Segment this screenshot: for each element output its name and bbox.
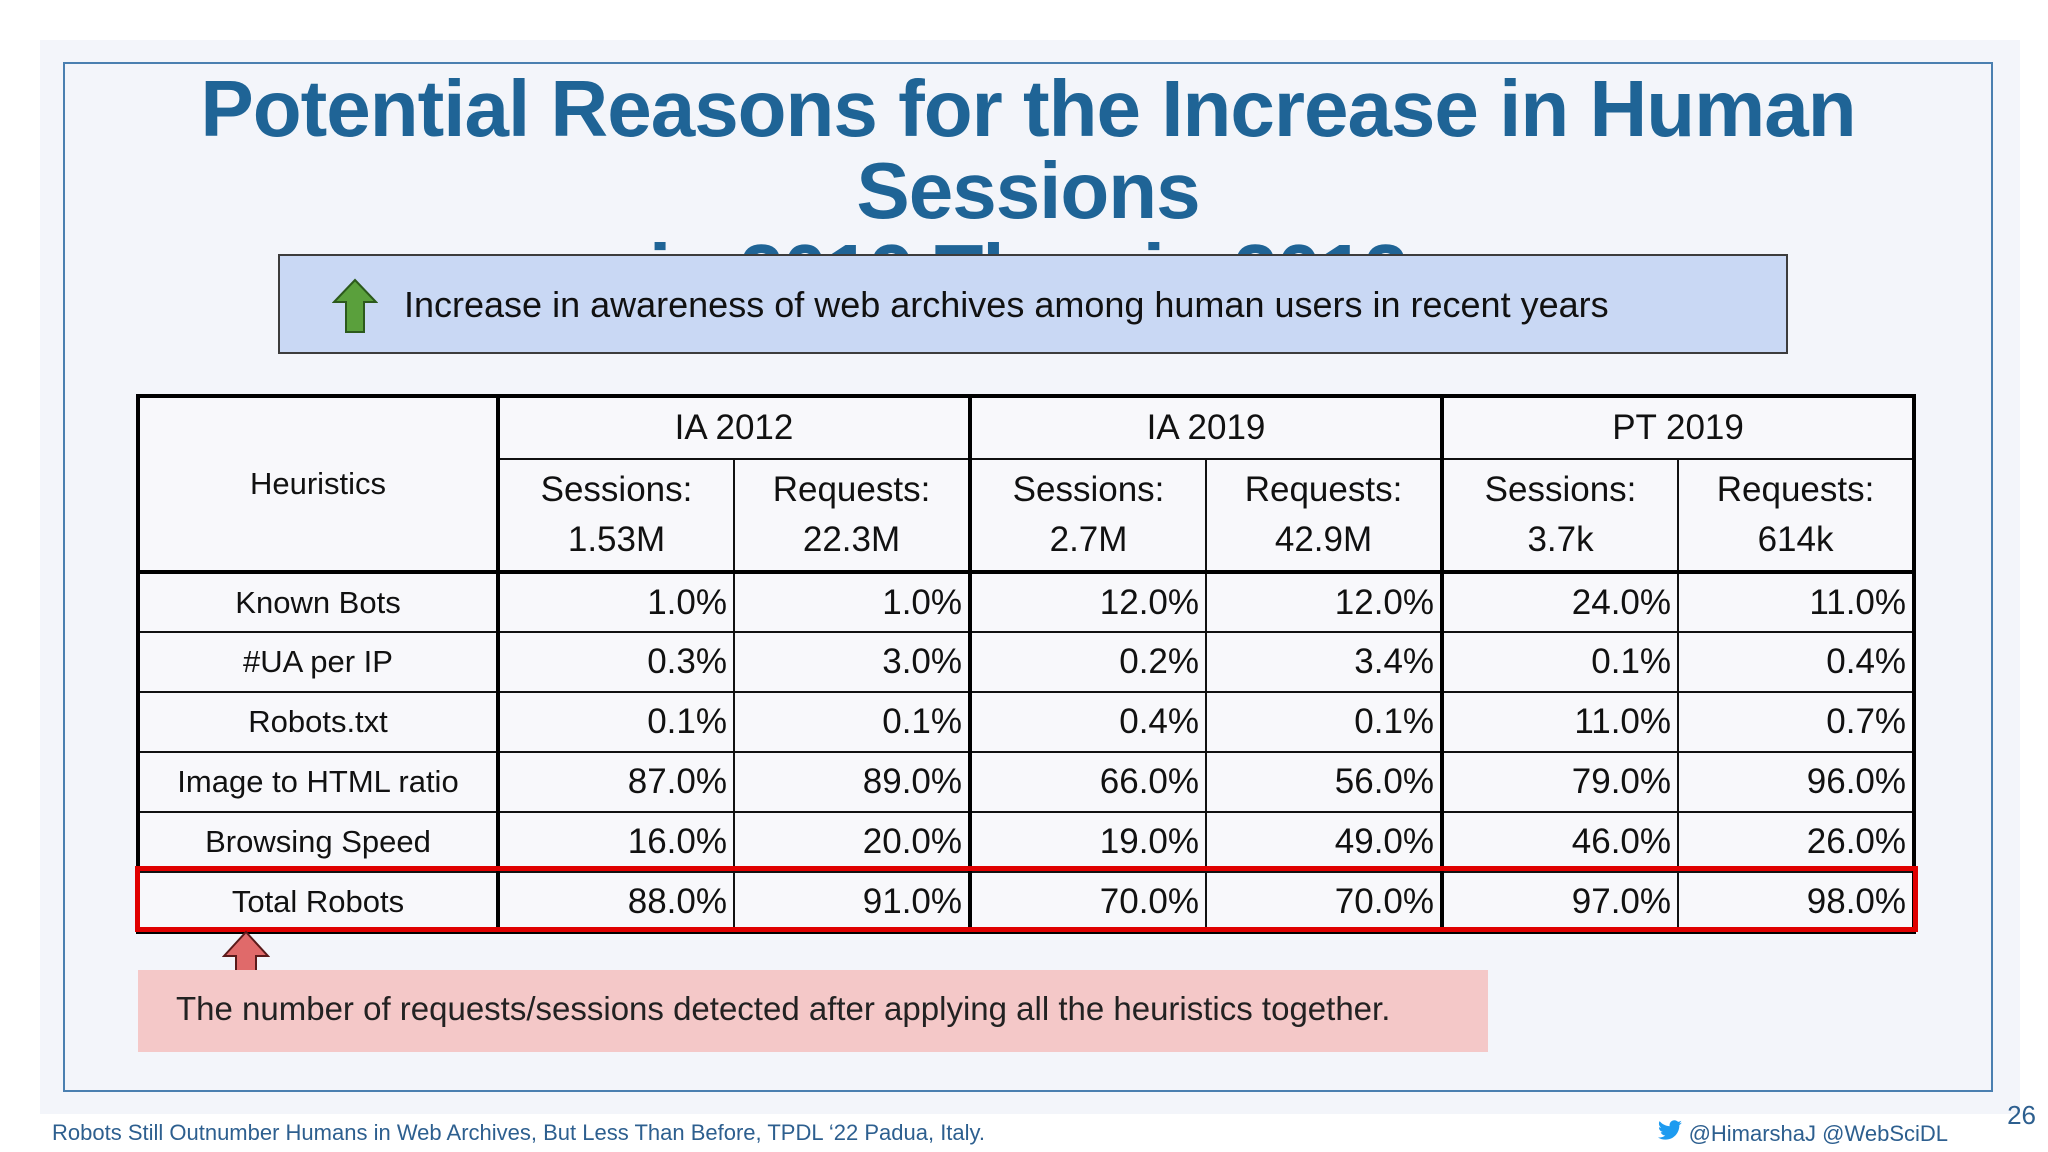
footer-citation: Robots Still Outnumber Humans in Web Arc… <box>52 1120 986 1145</box>
table-cell: 70.0% <box>968 871 1208 933</box>
subheader-pt2019-sessions: Sessions: 3.7k <box>1440 458 1680 573</box>
table-cell: 96.0% <box>1677 751 1916 813</box>
table-cell: 89.0% <box>732 751 972 813</box>
table-cell: 3.4% <box>1205 631 1444 693</box>
bottom-callout-text: The number of requests/sessions detected… <box>176 990 1391 1027</box>
row-label: Total Robots <box>137 871 499 933</box>
row-label: Robots.txt <box>137 691 499 753</box>
table-cell: 12.0% <box>1205 570 1444 633</box>
row-label: Browsing Speed <box>137 811 499 873</box>
table-cell: 0.7% <box>1677 691 1916 753</box>
row-label: Known Bots <box>137 570 499 633</box>
table-cell: 49.0% <box>1205 811 1444 873</box>
page-number: 26 <box>2007 1100 2036 1130</box>
table-row: Known Bots 1.0% 1.0% 12.0% 12.0% 24.0% 1… <box>137 570 1916 633</box>
table-cell: 56.0% <box>1205 751 1444 813</box>
table-cell: 24.0% <box>1440 570 1680 633</box>
table-cell: 0.3% <box>496 631 735 693</box>
top-callout: Increase in awareness of web archives am… <box>278 254 1788 354</box>
footer-handles: @HimarshaJ @WebSciDL <box>1657 1120 1948 1148</box>
table-cell: 20.0% <box>732 811 972 873</box>
subheader-ia2012-requests: Requests: 22.3M <box>732 458 972 573</box>
slide-frame <box>63 62 1993 1092</box>
subheader-pt2019-requests: Requests: 614k <box>1677 458 1916 573</box>
table-cell: 46.0% <box>1440 811 1680 873</box>
row-label: #UA per IP <box>137 631 499 693</box>
subheader-ia2019-requests: Requests: 42.9M <box>1205 458 1444 573</box>
table-cell: 97.0% <box>1440 871 1680 933</box>
table-cell: 19.0% <box>968 811 1208 873</box>
table-cell: 1.0% <box>732 570 972 633</box>
table-row: Robots.txt 0.1% 0.1% 0.4% 0.1% 11.0% 0.7… <box>137 691 1916 753</box>
heuristics-header: Heuristics <box>137 395 499 573</box>
table-cell: 0.2% <box>968 631 1208 693</box>
table-cell: 0.1% <box>1205 691 1444 753</box>
table-cell: 0.1% <box>496 691 735 753</box>
table-cell: 79.0% <box>1440 751 1680 813</box>
subheader-ia2019-sessions: Sessions: 2.7M <box>968 458 1208 573</box>
footer-handles-text: @HimarshaJ @WebSciDL <box>1688 1121 1948 1146</box>
table-cell: 0.1% <box>1440 631 1680 693</box>
table-cell: 1.0% <box>496 570 735 633</box>
table-row: Image to HTML ratio 87.0% 89.0% 66.0% 56… <box>137 751 1916 813</box>
table-row-total-robots: Total Robots 88.0% 91.0% 70.0% 70.0% 97.… <box>137 871 1916 933</box>
table-cell: 98.0% <box>1677 871 1916 933</box>
up-arrow-green-icon <box>331 278 379 339</box>
table-row: #UA per IP 0.3% 3.0% 0.2% 3.4% 0.1% 0.4% <box>137 631 1916 693</box>
twitter-bird-icon <box>1657 1120 1683 1148</box>
bottom-callout: The number of requests/sessions detected… <box>138 970 1488 1052</box>
table-cell: 0.1% <box>732 691 972 753</box>
table-cell: 66.0% <box>968 751 1208 813</box>
table-row: Browsing Speed 16.0% 20.0% 19.0% 49.0% 4… <box>137 811 1916 873</box>
table-cell: 11.0% <box>1677 570 1916 633</box>
row-label: Image to HTML ratio <box>137 751 499 813</box>
title-line-1: Potential Reasons for the Increase in Hu… <box>200 64 1856 235</box>
table-cell: 26.0% <box>1677 811 1916 873</box>
table-cell: 12.0% <box>968 570 1208 633</box>
table-cell: 11.0% <box>1440 691 1680 753</box>
group-header-ia-2019: IA 2019 <box>968 395 1444 460</box>
table-cell: 87.0% <box>496 751 735 813</box>
heuristics-table: Heuristics IA 2012 IA 2019 PT 2019 Sessi… <box>136 394 1917 934</box>
group-header-ia-2012: IA 2012 <box>495 395 972 460</box>
table-cell: 3.0% <box>732 631 972 693</box>
table-cell: 88.0% <box>496 871 735 933</box>
group-header-pt-2019: PT 2019 <box>1440 395 1916 460</box>
table-cell: 91.0% <box>732 871 972 933</box>
subheader-ia2012-sessions: Sessions: 1.53M <box>496 458 735 573</box>
table-cell: 16.0% <box>496 811 735 873</box>
table-cell: 0.4% <box>1677 631 1916 693</box>
top-callout-text: Increase in awareness of web archives am… <box>404 284 1609 325</box>
table-cell: 0.4% <box>968 691 1208 753</box>
table-cell: 70.0% <box>1205 871 1444 933</box>
